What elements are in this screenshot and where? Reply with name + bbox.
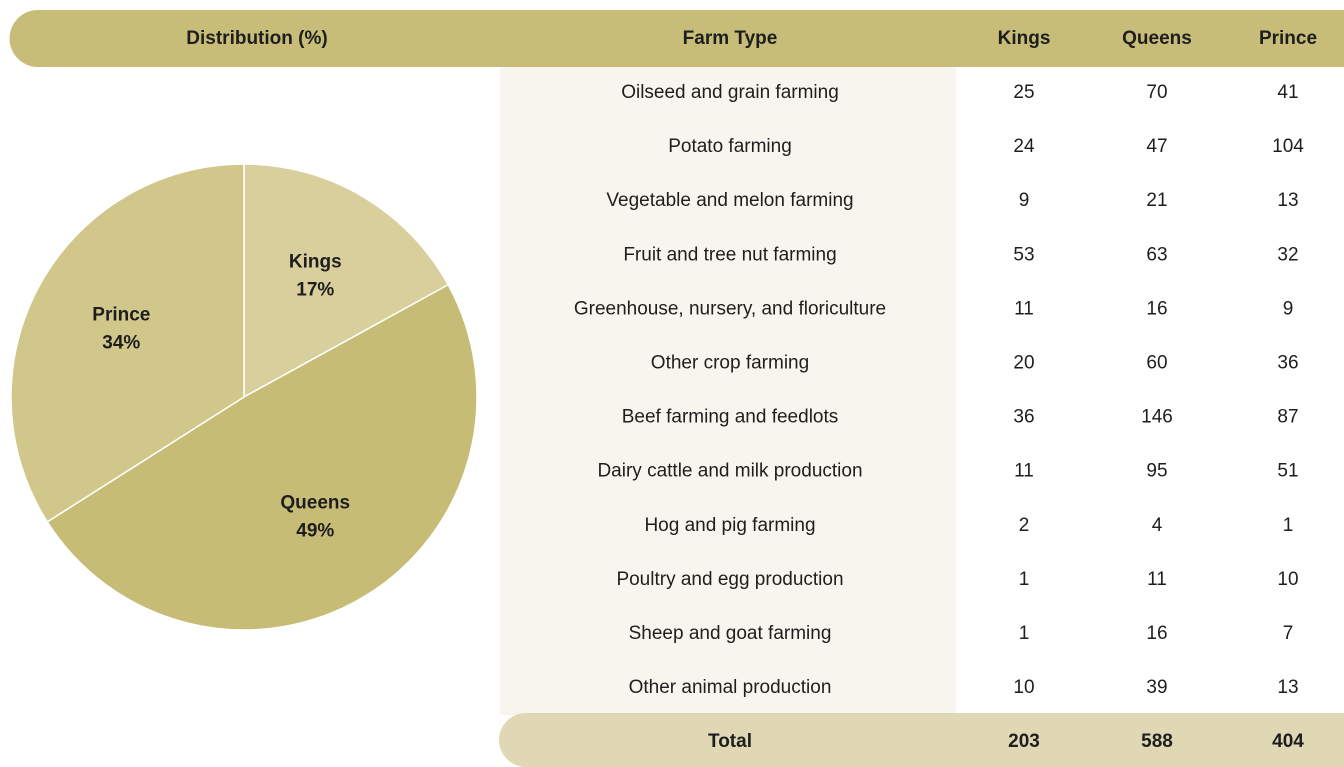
cell-value: 53 <box>1013 244 1034 265</box>
slice-value: 17% <box>296 280 334 301</box>
header-bar <box>9 10 1344 67</box>
column-header: Farm Type <box>683 28 778 49</box>
cell-value: 41 <box>1277 82 1298 103</box>
total-cell: 404 <box>1272 731 1304 752</box>
cell-value: 39 <box>1146 677 1167 698</box>
cell-value: 11 <box>1147 569 1167 590</box>
cell-value: 36 <box>1013 407 1034 428</box>
cell-value: 63 <box>1146 244 1167 265</box>
column-header: Queens <box>1122 28 1192 49</box>
pie: Kings 17% Queens 49% Prince 34% <box>10 163 478 631</box>
total-cell: 588 <box>1141 731 1173 752</box>
cell-value: 16 <box>1146 623 1167 644</box>
cell-value: 70 <box>1146 82 1167 103</box>
farm-type: Potato farming <box>668 136 792 157</box>
cell-value: 95 <box>1146 461 1167 482</box>
cell-value: 16 <box>1146 298 1167 319</box>
pie-title: Distribution (%) <box>186 28 327 49</box>
cell-value: 10 <box>1013 677 1034 698</box>
slice-label: Kings <box>289 252 342 273</box>
farm-type: Other animal production <box>629 677 832 698</box>
cell-value: 146 <box>1141 407 1173 428</box>
cell-value: 32 <box>1277 244 1298 265</box>
cell-value: 13 <box>1277 677 1298 698</box>
slice-value: 34% <box>102 333 140 354</box>
total-cell: 203 <box>1008 731 1040 752</box>
slice-value: 49% <box>296 521 334 542</box>
column-header: Prince <box>1259 28 1317 49</box>
slice-label: Prince <box>92 305 150 326</box>
farm-type: Fruit and tree nut farming <box>623 244 836 265</box>
cell-value: 9 <box>1283 298 1294 319</box>
pie-slice <box>46 283 478 631</box>
pie-slice <box>10 163 245 523</box>
cell-value: 24 <box>1013 136 1035 157</box>
cell-value: 87 <box>1277 407 1298 428</box>
cell-value: 47 <box>1146 136 1167 157</box>
cell-value: 13 <box>1277 190 1298 211</box>
cell-value: 60 <box>1146 353 1167 374</box>
farm-type-column <box>500 67 956 715</box>
cell-value: 20 <box>1013 353 1034 374</box>
farm-type: Sheep and goat farming <box>629 623 832 644</box>
cell-value: 21 <box>1146 190 1167 211</box>
cell-value: 4 <box>1152 515 1163 536</box>
cell-value: 51 <box>1277 461 1298 482</box>
cell-value: 25 <box>1013 82 1034 103</box>
cell-value: 36 <box>1277 353 1298 374</box>
cell-value: 11 <box>1014 461 1034 482</box>
slice-label: Queens <box>280 493 350 514</box>
cell-value: 104 <box>1272 136 1304 157</box>
farm-type: Hog and pig farming <box>644 515 815 536</box>
cell-value: 1 <box>1019 623 1030 644</box>
cell-value: 10 <box>1277 569 1298 590</box>
total-cell: Total <box>708 731 752 752</box>
table: Farm Type Kings Queens Prince Oilseed and gr… <box>574 28 1317 752</box>
farm-type: Greenhouse, nursery, and floriculture <box>574 298 886 319</box>
farm-type: Poultry and egg production <box>616 569 843 590</box>
farm-type: Beef farming and feedlots <box>622 407 839 428</box>
cell-value: 2 <box>1019 515 1030 536</box>
cell-value: 11 <box>1014 298 1034 319</box>
farm-type: Dairy cattle and milk production <box>597 461 862 482</box>
farm-type: Vegetable and melon farming <box>606 190 853 211</box>
column-header: Kings <box>998 28 1051 49</box>
total-bar <box>499 713 1344 767</box>
cell-value: 7 <box>1283 623 1294 644</box>
farm-type: Oilseed and grain farming <box>621 82 839 103</box>
cell-value: 9 <box>1019 190 1030 211</box>
farm-type: Other crop farming <box>651 353 809 374</box>
cell-value: 1 <box>1019 569 1030 590</box>
pie-slice <box>243 163 450 399</box>
cell-value: 1 <box>1283 515 1294 536</box>
